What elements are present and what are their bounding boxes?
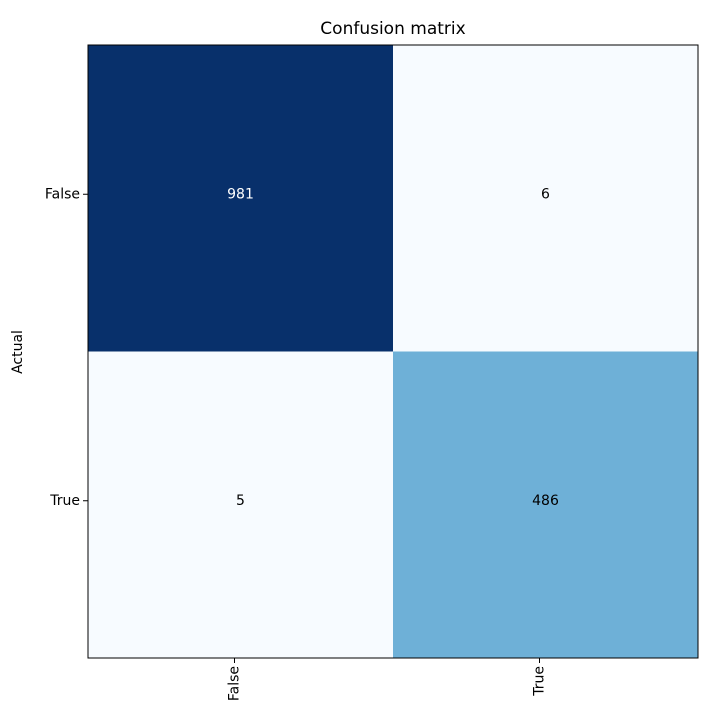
y-axis-label: Actual xyxy=(10,330,26,374)
y-tick-label: True xyxy=(49,493,80,509)
cell-label: 486 xyxy=(532,493,559,509)
cell xyxy=(393,45,698,352)
cell-label: 6 xyxy=(541,186,550,202)
y-tick-label: False xyxy=(45,186,80,202)
chart-title: Confusion matrix xyxy=(320,19,465,39)
cell xyxy=(88,45,393,352)
cell xyxy=(88,351,393,658)
axes-frame xyxy=(87,44,699,659)
cell xyxy=(393,351,698,658)
x-tick-label: False xyxy=(227,666,243,701)
cell-label: 5 xyxy=(236,493,245,509)
x-tick-label: True xyxy=(532,666,548,697)
cell-label: 981 xyxy=(227,186,254,202)
